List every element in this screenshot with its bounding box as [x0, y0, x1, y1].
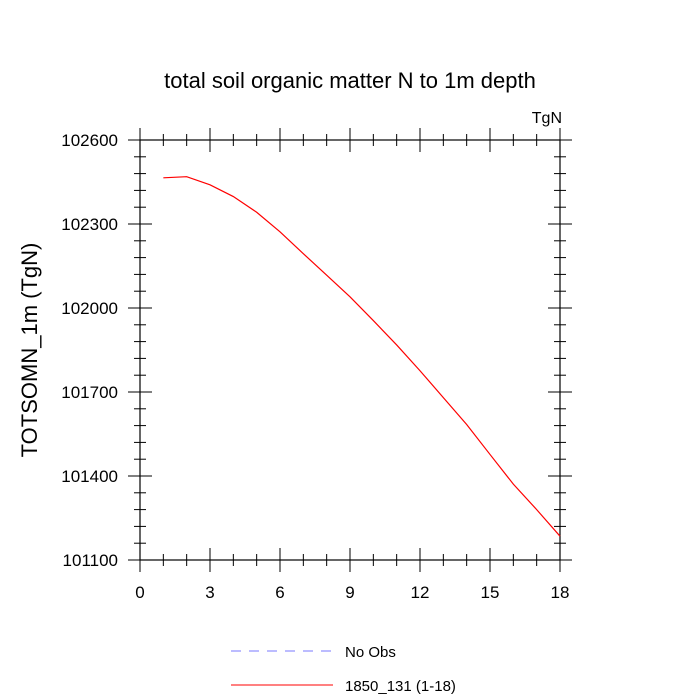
x-tick-label: 6	[275, 583, 284, 602]
x-tick-label: 18	[551, 583, 570, 602]
axis-ticks	[128, 128, 572, 572]
y-tick-label: 102000	[61, 299, 118, 318]
tick-labels: 0 3 6 9 12 15 18 101100 101400 101700 102000 102300…	[61, 131, 569, 602]
plot-frame	[139, 139, 561, 561]
y-tick-label: 102300	[61, 215, 118, 234]
y-axis-label: TOTSOMN_1m (TgN)	[17, 243, 42, 458]
legend: No Obs 1850_131 (1-18)	[231, 644, 456, 695]
x-tick-label: 12	[411, 583, 430, 602]
series-line-1	[163, 176, 561, 537]
units-label: TgN	[532, 110, 562, 127]
y-tick-label: 102600	[61, 131, 118, 150]
chart-title: total soil organic matter N to 1m depth	[164, 68, 536, 93]
legend-label-1: 1850_131 (1-18)	[345, 678, 456, 695]
y-tick-label: 101400	[61, 467, 118, 486]
y-tick-label: 101700	[61, 383, 118, 402]
x-tick-label: 9	[345, 583, 354, 602]
x-tick-label: 3	[205, 583, 214, 602]
legend-label-0: No Obs	[345, 644, 396, 661]
y-tick-label: 101100	[63, 551, 118, 570]
series-lines	[163, 176, 561, 537]
x-tick-label: 0	[135, 583, 144, 602]
x-tick-label: 15	[481, 583, 500, 602]
